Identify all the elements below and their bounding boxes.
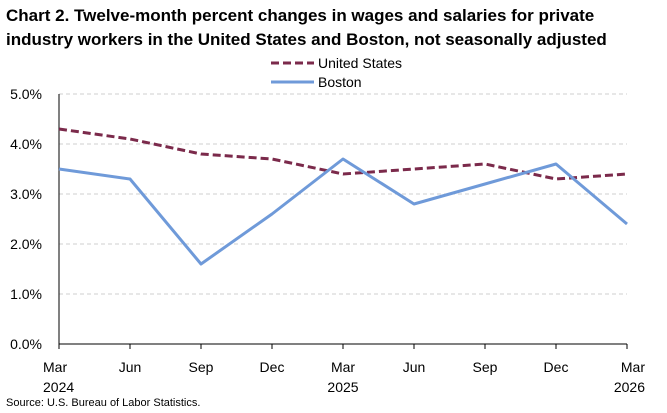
- x-tick-label: Jun: [119, 359, 142, 375]
- series-line-boston: [58, 157, 628, 266]
- x-tick-label: Sep: [473, 359, 498, 375]
- y-tick-label: 0.0%: [10, 336, 42, 352]
- x-tick-label: 2026: [614, 379, 645, 395]
- axes: [58, 94, 628, 349]
- x-tick-label: 2024: [43, 379, 74, 395]
- x-tick-label: Dec: [544, 359, 569, 375]
- x-tick-label: Mar: [43, 359, 67, 375]
- series-lines: [58, 127, 628, 266]
- source-note: Source: U.S. Bureau of Labor Statistics.: [6, 397, 201, 409]
- chart-title: Chart 2. Twelve-month percent changes in…: [6, 6, 607, 49]
- y-tick-label: 1.0%: [10, 286, 42, 302]
- x-tick-label: Jun: [403, 359, 426, 375]
- x-axis-tick-labels: Mar 2024 Jun Sep Dec Mar 2025 Jun Sep Dec Mar 2026: [43, 359, 645, 395]
- y-tick-label: 2.0%: [10, 236, 42, 252]
- x-tick-label: Mar: [331, 359, 355, 375]
- x-tick-label: Dec: [260, 359, 285, 375]
- gridlines: [59, 93, 627, 295]
- x-tick-label: Sep: [189, 359, 214, 375]
- y-axis-tick-labels: 0.0% 1.0% 2.0% 3.0% 4.0% 5.0%: [10, 86, 42, 352]
- y-tick-label: 3.0%: [10, 186, 42, 202]
- x-tick-label: Mar: [621, 359, 645, 375]
- legend: United States Boston: [271, 55, 402, 90]
- y-tick-label: 5.0%: [10, 86, 42, 102]
- series-line-united-states: [58, 127, 628, 181]
- legend-label: Boston: [318, 74, 362, 90]
- y-tick-label: 4.0%: [10, 136, 42, 152]
- legend-label: United States: [318, 55, 402, 71]
- x-tick-label: 2025: [327, 379, 358, 395]
